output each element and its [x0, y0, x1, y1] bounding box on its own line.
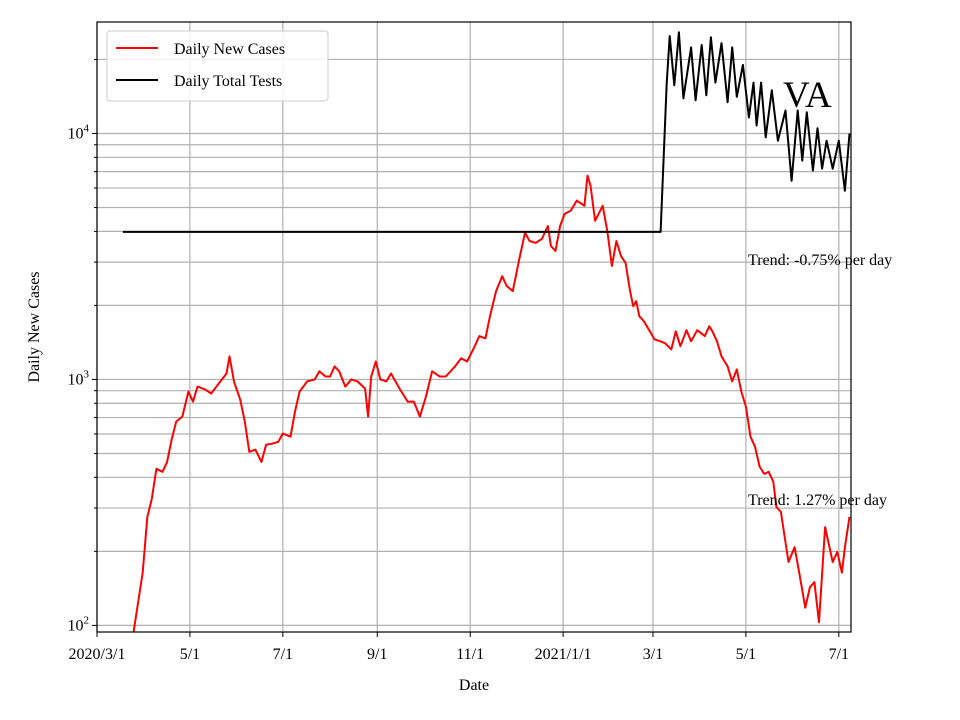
- x-axis-label: Date: [459, 677, 489, 694]
- state-annotation: VA: [783, 75, 832, 116]
- x-tick-labels: 2020/3/1 5/1 7/1 9/1 11/1 2021/1/1 3/1 5/1 7/1: [69, 646, 849, 663]
- x-tick-label: 2021/1/1: [535, 646, 592, 663]
- daily-new-cases-line: [132, 174, 851, 632]
- x-tick-label: 5/1: [180, 646, 200, 663]
- trend-tests-annotation: Trend: -0.75% per day: [748, 252, 892, 269]
- x-tick-label: 2020/3/1: [69, 646, 126, 663]
- x-tick-label: 5/1: [736, 646, 756, 663]
- x-tick-label: 9/1: [367, 646, 387, 663]
- ticks: [92, 58, 840, 637]
- x-tick-label: 7/1: [829, 646, 849, 663]
- x-tick-label: 3/1: [643, 646, 663, 663]
- legend: Daily New Cases Daily Total Tests: [106, 30, 329, 102]
- y-tick-label: 104: [68, 122, 90, 142]
- legend-box: [106, 30, 329, 102]
- plot-frame: [96, 21, 852, 633]
- grid: [96, 22, 851, 632]
- y-tick-label: 103: [68, 368, 90, 388]
- legend-label-tests: Daily Total Tests: [174, 73, 282, 90]
- legend-label-cases: Daily New Cases: [174, 41, 285, 58]
- series-lines: [122, 31, 851, 632]
- trend-cases-annotation: Trend: 1.27% per day: [748, 492, 887, 509]
- y-axis-label: Daily New Cases: [26, 271, 43, 382]
- daily-total-tests-line: [122, 31, 851, 233]
- x-tick-label: 7/1: [273, 646, 293, 663]
- x-tick-label: 11/1: [456, 646, 484, 663]
- y-tick-labels: 102 103 104: [68, 122, 90, 634]
- y-tick-label: 102: [68, 614, 90, 634]
